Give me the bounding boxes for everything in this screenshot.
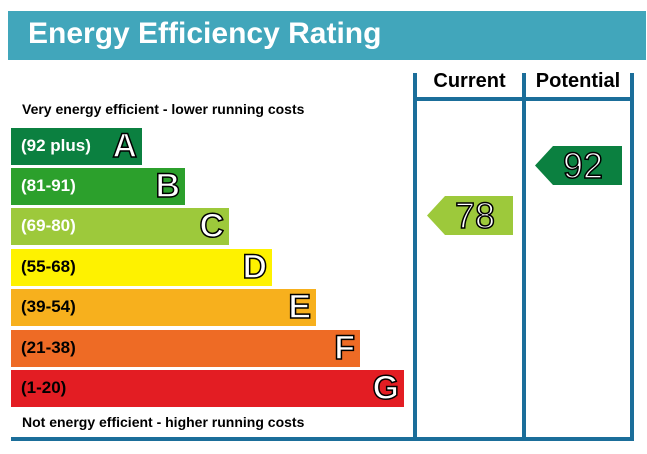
- potential-column-header: Potential: [535, 70, 621, 92]
- potential-rating-arrow: 92: [535, 145, 622, 186]
- band-letter: G: [372, 369, 400, 408]
- band-d: (55-68) D: [11, 248, 272, 287]
- chart-title: Energy Efficiency Rating: [28, 17, 382, 50]
- current-rating-value: 78: [454, 195, 496, 236]
- divider-middle: [522, 73, 526, 441]
- current-column-header: Current: [433, 70, 506, 92]
- band-letter: B: [155, 167, 181, 206]
- top-caption: Very energy efficient - lower running co…: [22, 101, 305, 117]
- band-g: (1-20) G: [11, 369, 404, 408]
- band-range: (39-54): [21, 297, 76, 316]
- band-letter: D: [242, 248, 268, 287]
- band-b: (81-91) B: [11, 167, 185, 206]
- band-letter: C: [199, 207, 225, 246]
- current-rating-arrow: 78: [427, 195, 513, 236]
- band-range: (21-38): [21, 338, 76, 357]
- current-arrow-shape: [427, 196, 513, 235]
- band-f: (21-38) F: [11, 329, 360, 368]
- divider-left: [413, 73, 417, 441]
- band-range: (81-91): [21, 176, 76, 195]
- divider-right: [630, 73, 634, 441]
- potential-arrow-shape: [535, 146, 622, 185]
- bottom-caption: Not energy efficient - higher running co…: [22, 414, 305, 430]
- band-letter: F: [333, 329, 355, 368]
- band-range: (55-68): [21, 257, 76, 276]
- band-e: (39-54) E: [11, 288, 316, 327]
- band-letter: E: [288, 288, 312, 327]
- band-range: (69-80): [21, 216, 76, 235]
- bottom-line: [11, 437, 634, 441]
- band-c: (69-80) C: [11, 207, 229, 246]
- header-underline: [413, 97, 634, 101]
- band-a: (92 plus) A: [11, 127, 142, 166]
- band-letter: A: [112, 127, 138, 166]
- band-range: (1-20): [21, 378, 67, 397]
- potential-rating-value: 92: [562, 145, 604, 186]
- header-bar: Energy Efficiency Rating: [8, 11, 646, 60]
- band-range: (92 plus): [21, 136, 91, 155]
